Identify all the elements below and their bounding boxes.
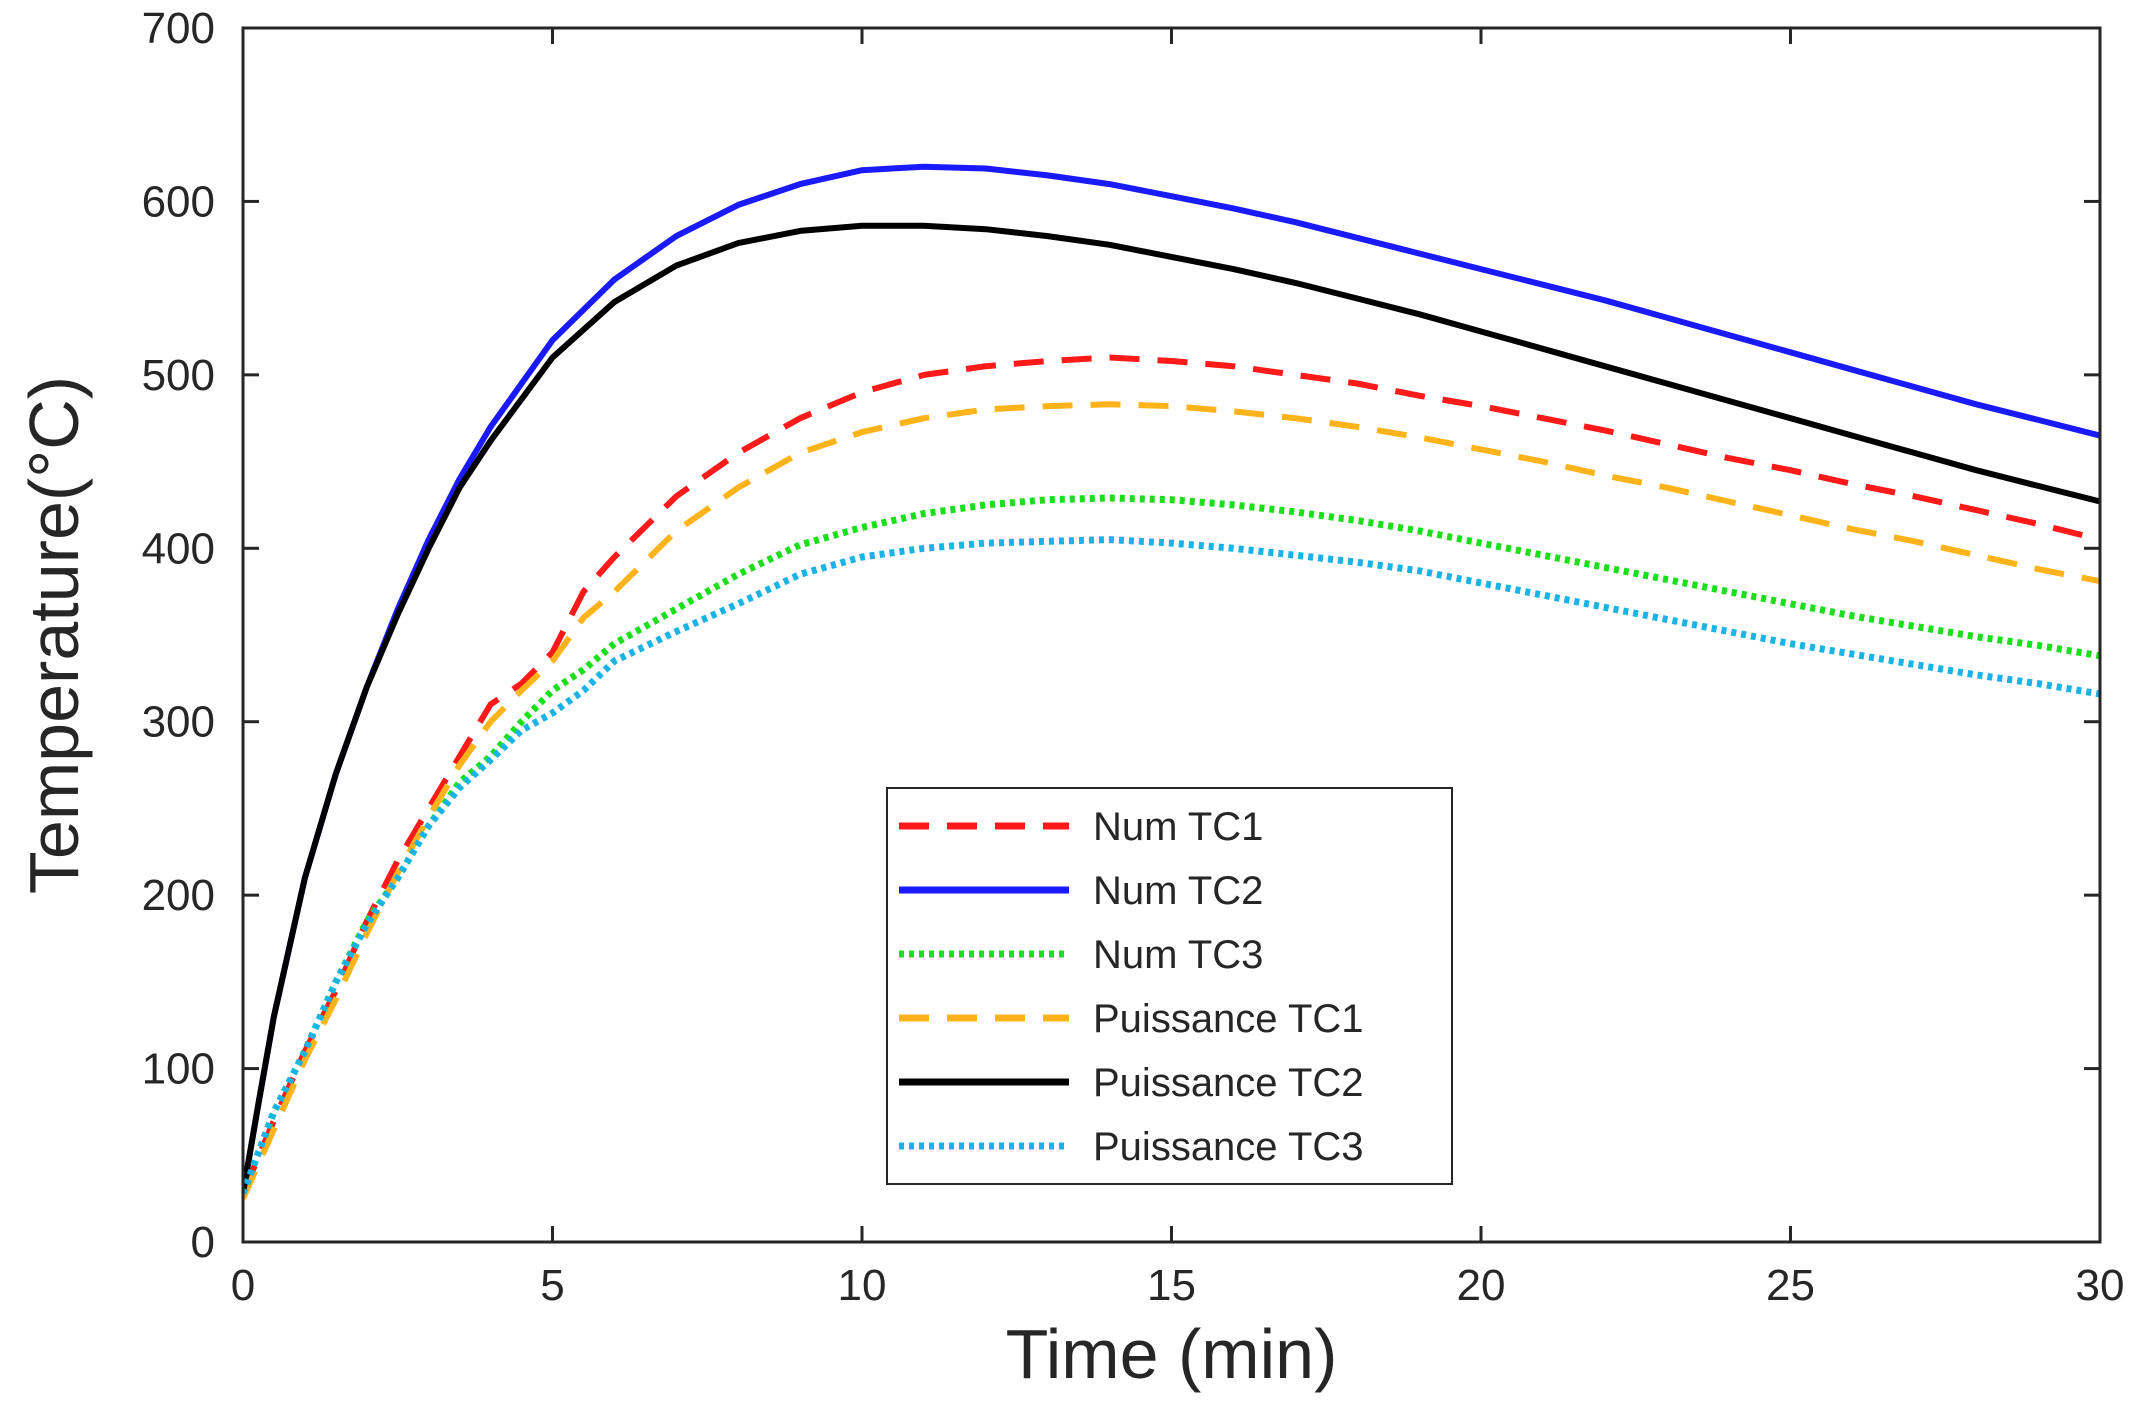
- legend-box: [886, 787, 1453, 1185]
- y-tick-label: 600: [142, 177, 215, 226]
- x-axis-title: Time (min): [1006, 1315, 1338, 1393]
- legend-label: Puissance TC3: [1093, 1125, 1364, 1169]
- legend: Num TC1 Num TC2 Num TC3 Puissance TC1 Puissa…: [886, 787, 1453, 1185]
- legend-label: Puissance TC2: [1093, 1061, 1364, 1105]
- y-tick-label: 400: [142, 524, 215, 573]
- x-tick-label: 25: [1766, 1261, 1815, 1310]
- series-line-num-tc1: [243, 354, 2100, 1195]
- y-tick-label: 500: [142, 351, 215, 400]
- series-layer: [243, 163, 2100, 1200]
- legend-label: Num TC3: [1093, 933, 1263, 977]
- axes-layer: [241, 26, 2102, 1244]
- x-tick-label: 0: [231, 1261, 255, 1310]
- y-tick-label: 200: [142, 871, 215, 920]
- y-tick-label: 100: [142, 1045, 215, 1094]
- y-tick-label: 700: [142, 4, 215, 53]
- series-line-puissance-tc1: [243, 401, 2100, 1200]
- x-tick-label: 10: [838, 1261, 887, 1310]
- x-tick-label: 30: [2076, 1261, 2125, 1310]
- series-line-puissance-tc3: [243, 536, 2100, 1195]
- x-tick-label: 15: [1147, 1261, 1196, 1310]
- y-axis-title: Temperature(°C): [15, 376, 93, 894]
- series-line-puissance-tc2: [243, 222, 2100, 1194]
- y-tick-label: 0: [191, 1218, 215, 1267]
- y-tick-label: 300: [142, 698, 215, 747]
- x-tick-label: 20: [1457, 1261, 1506, 1310]
- legend-label: Num TC2: [1093, 869, 1263, 913]
- legend-label: Num TC1: [1093, 805, 1263, 849]
- x-tick-label: 5: [540, 1261, 564, 1310]
- legend-label: Puissance TC1: [1093, 997, 1364, 1041]
